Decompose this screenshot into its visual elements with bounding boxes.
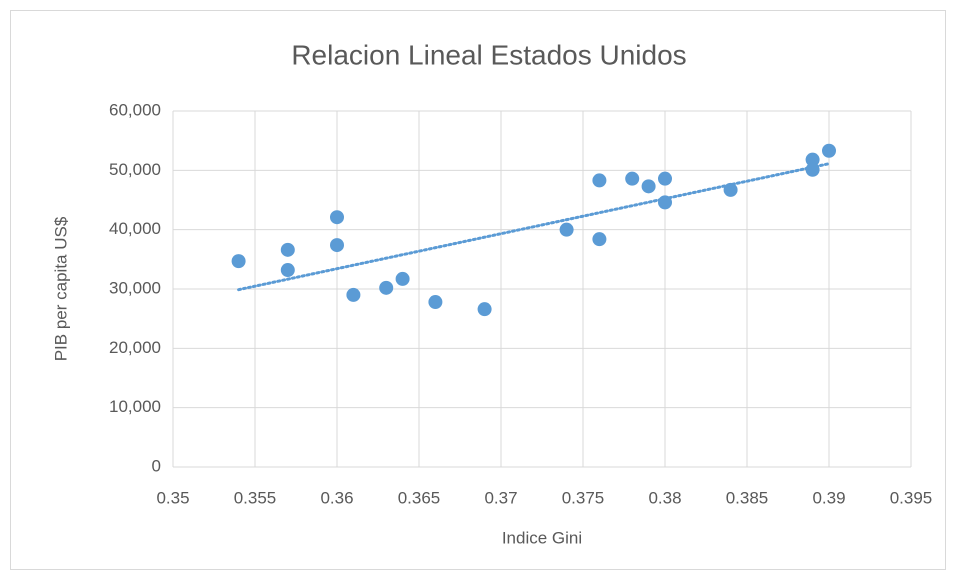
- x-tick-label: 0.36: [320, 488, 353, 507]
- chart-border: [10, 10, 946, 570]
- y-tick-label: 30,000: [109, 278, 161, 297]
- point: [379, 280, 394, 295]
- point: [477, 302, 492, 317]
- point: [280, 242, 295, 257]
- point: [330, 238, 344, 253]
- x-axis-label: Indice Gini: [502, 528, 582, 547]
- y-tick-label: 40,000: [109, 219, 161, 238]
- point: [625, 171, 640, 186]
- x-tick-label: 0.355: [234, 488, 277, 507]
- x-tick-label: 0.365: [398, 488, 441, 507]
- x-tick-label: 0.39: [812, 488, 845, 507]
- point: [805, 152, 820, 167]
- point: [428, 295, 443, 310]
- point: [822, 143, 836, 158]
- point: [592, 232, 607, 247]
- x-tick-label: 0.385: [726, 488, 769, 507]
- point: [280, 263, 295, 278]
- y-tick-label: 0: [152, 456, 161, 475]
- point: [641, 179, 656, 194]
- x-tick-label: 0.395: [890, 488, 933, 507]
- point: [658, 195, 672, 210]
- point: [330, 210, 344, 225]
- point: [395, 271, 410, 286]
- x-tick-label: 0.37: [484, 488, 517, 507]
- x-tick-label: 0.35: [156, 488, 189, 507]
- point: [346, 287, 361, 302]
- x-tick-label: 0.38: [648, 488, 681, 507]
- y-tick-label: 50,000: [109, 160, 161, 179]
- point: [231, 254, 246, 269]
- point: [592, 173, 607, 188]
- y-tick-label: 60,000: [109, 100, 161, 119]
- x-tick-label: 0.375: [562, 488, 605, 507]
- chart-title: Relacion Lineal Estados Unidos: [291, 39, 686, 70]
- y-axis-label: PIB per capita US$: [51, 216, 70, 361]
- point: [723, 182, 738, 197]
- point: [559, 222, 574, 237]
- point: [658, 171, 672, 186]
- point: [805, 162, 820, 177]
- y-tick-label: 20,000: [109, 338, 161, 357]
- y-tick-label: 10,000: [109, 397, 161, 416]
